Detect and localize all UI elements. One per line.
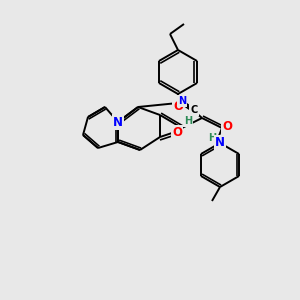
Text: N: N	[215, 136, 225, 149]
Text: N: N	[178, 96, 186, 106]
Text: O: O	[173, 100, 183, 113]
Text: O: O	[222, 119, 232, 133]
Text: H: H	[208, 133, 216, 143]
Text: N: N	[113, 116, 123, 128]
Text: O: O	[172, 127, 182, 140]
Text: C: C	[190, 105, 198, 115]
Text: H: H	[184, 116, 192, 126]
